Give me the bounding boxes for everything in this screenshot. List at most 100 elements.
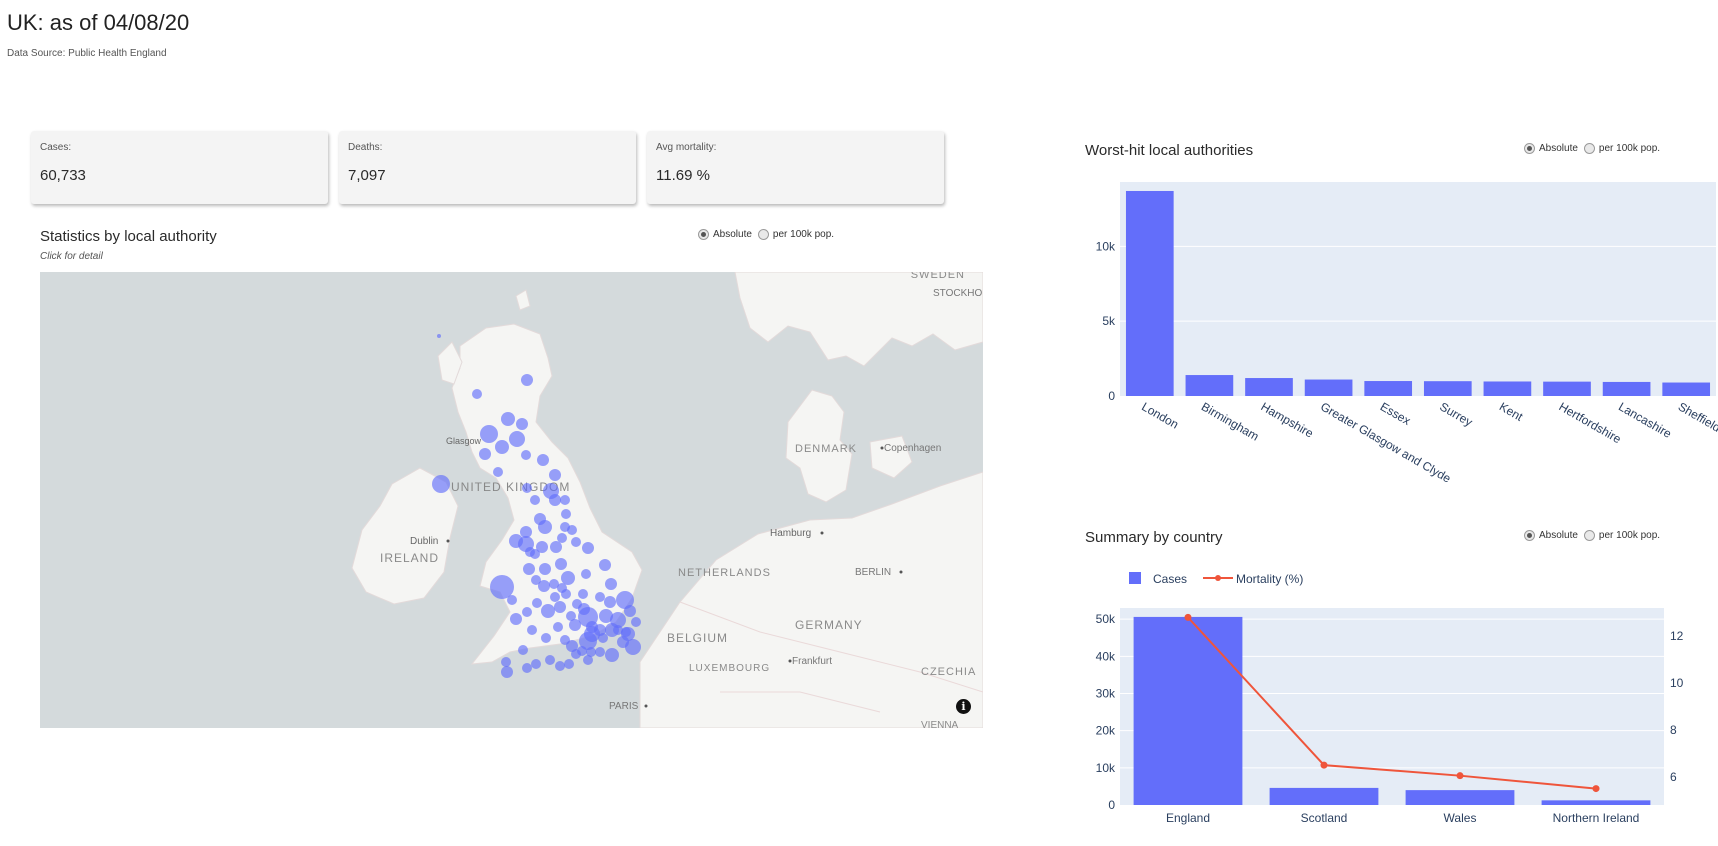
bar[interactable] [1245,378,1293,396]
authority-bubble[interactable] [523,563,535,575]
authority-bubble[interactable] [560,635,570,645]
authority-bubble[interactable] [538,520,552,534]
authority-bubble[interactable] [479,448,491,460]
bar[interactable] [1125,190,1174,396]
authority-bubble[interactable] [549,579,559,589]
authority-bubble[interactable] [522,483,532,493]
authority-bubble[interactable] [598,633,608,643]
authority-bubble[interactable] [549,469,561,481]
authority-bubble[interactable] [522,607,532,617]
authority-bubble[interactable] [583,655,593,665]
bar[interactable] [1423,381,1472,396]
authority-bubble[interactable] [537,454,549,466]
authority-bubble[interactable] [555,558,567,570]
authority-bubble[interactable] [564,659,574,669]
authority-bubble[interactable] [530,495,540,505]
authority-bubble[interactable] [561,571,575,585]
authority-bubble[interactable] [569,619,581,631]
authority-bubble[interactable] [532,598,542,608]
authority-bubble[interactable] [572,599,582,609]
authority-bubble[interactable] [605,578,617,590]
authority-bubble[interactable] [599,559,611,571]
authority-bubble[interactable] [605,648,619,662]
authority-bubble[interactable] [495,440,509,454]
bar[interactable] [1602,381,1651,396]
mortality-point[interactable] [1320,761,1328,769]
mortality-point[interactable] [1592,785,1600,793]
authority-bubble[interactable] [582,542,594,554]
country-radio-absolute[interactable]: Absolute [1524,530,1578,541]
authority-bubble[interactable] [586,647,596,657]
authority-bubble[interactable] [624,605,636,617]
bar[interactable] [1304,379,1353,396]
authority-bubble[interactable] [525,547,535,557]
authority-bubble[interactable] [616,591,634,609]
authority-bubble[interactable] [578,589,588,599]
authority-bubble[interactable] [480,425,498,443]
authority-bubble[interactable] [531,575,541,585]
authority-bubble[interactable] [531,659,541,669]
authority-bubble[interactable] [560,495,570,505]
authority-bubble[interactable] [510,613,522,625]
country-bar[interactable] [1405,790,1515,805]
authority-bubble[interactable] [621,627,631,637]
authority-bubble[interactable] [541,604,555,618]
local-authority-map[interactable]: SWEDEN STOCKHO Glasgow UNITED KINGDOM DE… [40,272,983,728]
authority-bubble[interactable] [518,645,528,655]
country-bar[interactable] [1541,800,1651,805]
authority-bubble[interactable] [571,537,581,547]
authority-bubble[interactable] [538,580,550,592]
authority-bubble[interactable] [555,661,565,671]
authority-bubble[interactable] [536,541,548,553]
authority-bubble[interactable] [567,525,577,535]
country-radio-per100k[interactable]: per 100k pop. [1583,530,1660,541]
authority-bubble[interactable] [490,575,514,599]
mortality-point[interactable] [1184,613,1192,621]
authority-bubble[interactable] [501,412,515,426]
authority-bubble[interactable] [493,467,503,477]
authority-bubble[interactable] [516,418,528,430]
bar[interactable] [1543,381,1591,396]
authority-bubble[interactable] [539,563,551,575]
authority-bubble[interactable] [507,595,517,605]
authority-bubble[interactable] [521,450,531,460]
authority-bubble[interactable] [437,334,441,338]
bar[interactable] [1364,381,1413,396]
authority-bubble[interactable] [605,623,619,637]
authority-bubble[interactable] [625,639,641,655]
authority-bubble[interactable] [501,666,513,678]
bar[interactable] [1662,382,1711,396]
authority-bubble[interactable] [522,663,532,673]
authority-bubble[interactable] [521,374,533,386]
map-radio-absolute[interactable]: Absolute [698,229,752,240]
authority-bubble[interactable] [520,526,532,538]
authority-bubble[interactable] [595,592,605,602]
worst-radio-per100k[interactable]: per 100k pop. [1583,143,1660,154]
bar[interactable] [1483,381,1532,396]
authority-bubble[interactable] [595,647,605,657]
authority-bubble[interactable] [566,611,576,621]
authority-bubble[interactable] [472,389,482,399]
country-bar[interactable] [1269,787,1379,805]
authority-bubble[interactable] [554,601,566,613]
authority-bubble[interactable] [550,592,560,602]
authority-bubble[interactable] [604,596,616,608]
info-icon[interactable]: i [956,699,971,714]
map-radio-per100k[interactable]: per 100k pop. [757,229,834,240]
authority-bubble[interactable] [527,625,537,635]
authority-bubble[interactable] [553,622,563,632]
legend-bar-swatch[interactable] [1129,572,1141,584]
authority-bubble[interactable] [545,655,555,665]
authority-bubble[interactable] [541,633,551,643]
authority-bubble[interactable] [581,569,591,579]
bar[interactable] [1185,375,1234,396]
authority-bubble[interactable] [561,589,571,599]
worst-radio-absolute[interactable]: Absolute [1524,143,1578,154]
authority-bubble[interactable] [631,617,641,627]
authority-bubble[interactable] [549,494,561,506]
authority-bubble[interactable] [501,657,511,667]
country-bar[interactable] [1133,616,1243,805]
mortality-point[interactable] [1456,772,1464,780]
authority-bubble[interactable] [550,541,562,553]
authority-bubble[interactable] [509,431,525,447]
